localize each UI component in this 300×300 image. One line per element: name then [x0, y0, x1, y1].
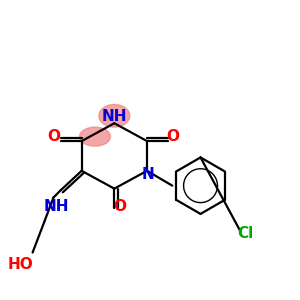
Text: N: N	[142, 167, 154, 182]
Ellipse shape	[80, 127, 110, 146]
Text: NH: NH	[102, 109, 127, 124]
Text: O: O	[113, 199, 126, 214]
Text: Cl: Cl	[237, 226, 253, 241]
Text: O: O	[47, 129, 60, 144]
Ellipse shape	[99, 104, 130, 127]
Text: HO: HO	[8, 257, 34, 272]
Text: O: O	[166, 129, 179, 144]
Text: NH: NH	[44, 199, 69, 214]
